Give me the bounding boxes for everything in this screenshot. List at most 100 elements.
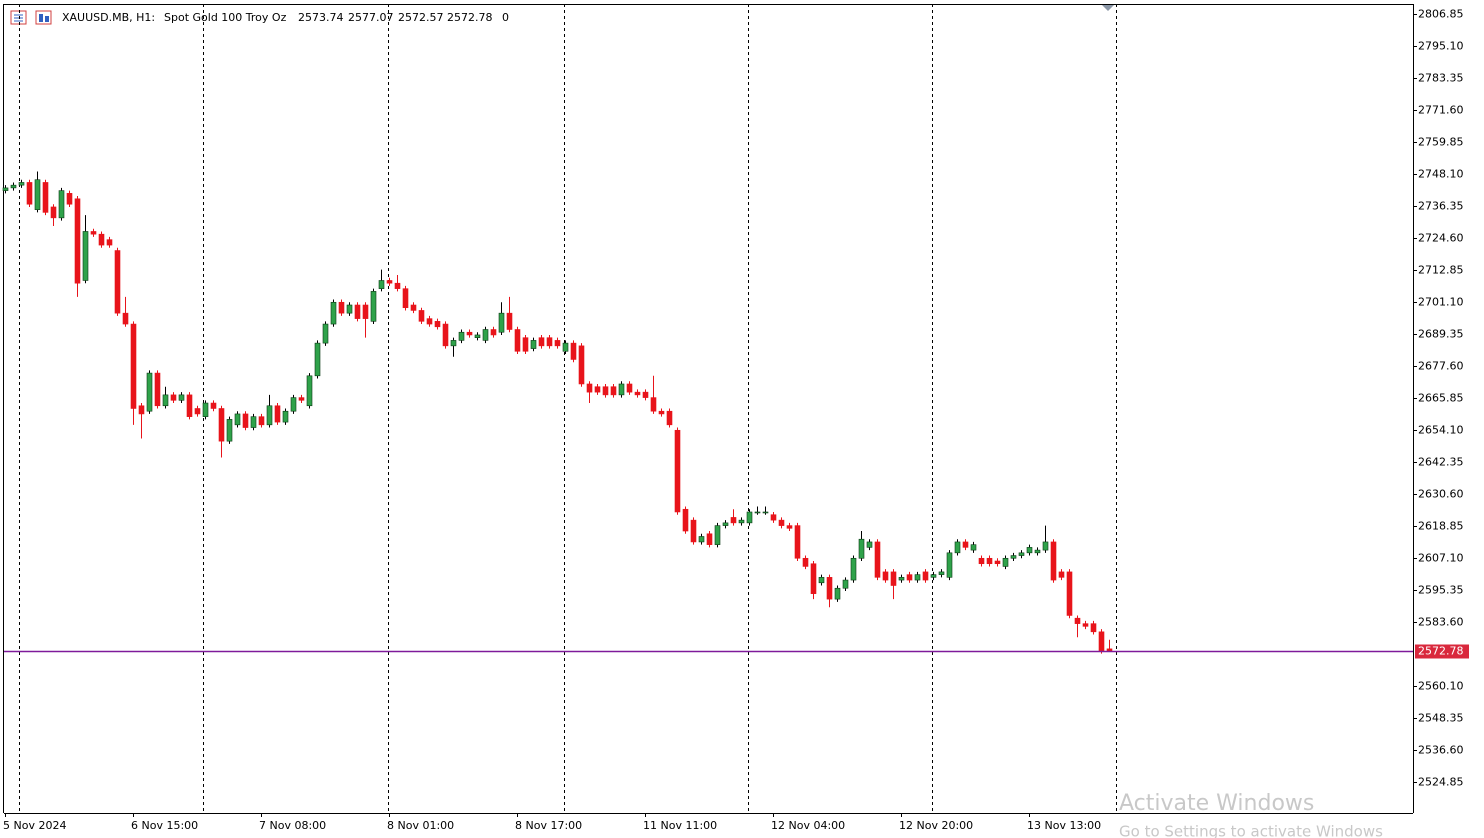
candle-body <box>762 511 769 514</box>
watermark: Activate Windows <box>1119 791 1314 816</box>
candle-body <box>466 331 473 336</box>
candle-body <box>74 198 81 284</box>
candle-body <box>1090 623 1097 633</box>
candle-body <box>562 342 569 352</box>
candle-body <box>594 386 601 393</box>
y-tick-label: 2665.85 <box>1418 392 1464 405</box>
candle-body <box>1002 557 1009 567</box>
candle-body <box>154 372 161 407</box>
candle-body <box>690 519 697 543</box>
candle-body <box>618 383 625 396</box>
candle-body <box>394 282 401 289</box>
candle-body <box>202 402 209 417</box>
candle-body <box>26 182 33 205</box>
candle-body <box>938 571 945 575</box>
candle-body <box>290 397 297 412</box>
candle-body <box>306 375 313 407</box>
y-tick-label: 2783.35 <box>1418 72 1464 85</box>
candle-body <box>834 587 841 600</box>
candle-body <box>458 331 465 341</box>
y-tick-label: 2654.10 <box>1418 424 1464 437</box>
candle-body <box>106 239 113 246</box>
candle-body <box>698 536 705 543</box>
candle-body <box>474 334 481 338</box>
candle-body <box>626 383 633 393</box>
candle-body <box>226 419 233 442</box>
candle-body <box>1042 541 1049 551</box>
x-tick-label: 6 Nov 15:00 <box>131 819 198 832</box>
candle-body <box>82 231 89 281</box>
symbol-title: XAUUSD.MB, H1: <box>62 11 155 24</box>
candle-body <box>634 391 641 396</box>
candle-body <box>426 318 433 325</box>
x-tick-label: 11 Nov 11:00 <box>643 819 717 832</box>
candle-body <box>50 206 57 219</box>
candle-body <box>514 329 521 352</box>
candle-body <box>930 574 937 578</box>
candle-body <box>66 193 73 205</box>
x-tick-label: 8 Nov 01:00 <box>387 819 454 832</box>
price-tag-label: 2572.78 <box>1418 645 1464 658</box>
ohlc-high: 2577.07 <box>348 11 394 24</box>
shift-marker[interactable] <box>1102 5 1114 11</box>
candle-body <box>442 323 449 347</box>
candle-body <box>418 310 425 322</box>
candle-body <box>314 342 321 377</box>
candle-body <box>34 179 41 210</box>
candle-body <box>642 391 649 398</box>
candle-body <box>818 577 825 584</box>
y-tick-label: 2642.35 <box>1418 456 1464 469</box>
candle-body <box>1058 571 1065 578</box>
candle-body <box>298 397 305 401</box>
y-tick-label: 2548.35 <box>1418 712 1464 725</box>
candle-body <box>122 312 129 325</box>
candle-body <box>162 394 169 407</box>
candle-body <box>90 231 97 235</box>
candle-body <box>490 329 497 336</box>
candle-body <box>770 514 777 521</box>
candle-body <box>714 525 721 545</box>
candle-body <box>746 511 753 524</box>
candle-body <box>218 408 225 442</box>
candle-body <box>130 323 137 409</box>
candle-body <box>778 519 785 526</box>
y-tick-label: 2748.10 <box>1418 168 1464 181</box>
candle-body <box>330 301 337 325</box>
candle-body <box>802 557 809 567</box>
candle-body <box>842 579 849 589</box>
candle-body <box>794 525 801 559</box>
candle-body <box>978 557 985 565</box>
candle-body <box>610 386 617 396</box>
candle-body <box>522 337 529 352</box>
candle-body <box>186 394 193 417</box>
y-tick-label: 2701.10 <box>1418 296 1464 309</box>
candle-body <box>730 517 737 524</box>
x-tick-label: 12 Nov 20:00 <box>899 819 973 832</box>
candle-body <box>962 541 969 548</box>
candle-body <box>674 429 681 513</box>
candle-body <box>114 250 121 314</box>
candle-body <box>586 383 593 393</box>
candle-body <box>578 345 585 385</box>
candle-body <box>570 342 577 360</box>
candle-body <box>850 557 857 581</box>
candle-body <box>370 291 377 322</box>
candle-body <box>450 340 457 347</box>
candle-body <box>346 304 353 314</box>
icon-bar <box>39 14 43 22</box>
candle-body <box>1066 571 1073 616</box>
icon-bar <box>45 16 49 22</box>
y-tick-label: 2724.60 <box>1418 232 1464 245</box>
candle-body <box>858 538 865 559</box>
ohlc-close: 2572.78 <box>447 11 493 24</box>
candle-body <box>882 571 889 581</box>
candle-body <box>722 522 729 526</box>
y-tick-label: 2795.10 <box>1418 40 1464 53</box>
plot-area <box>2 4 1117 813</box>
candle-body <box>194 408 201 415</box>
candle-body <box>602 386 609 396</box>
candle-body <box>946 552 953 578</box>
candle-body <box>18 182 25 186</box>
x-tick-label: 5 Nov 2024 <box>3 819 66 832</box>
